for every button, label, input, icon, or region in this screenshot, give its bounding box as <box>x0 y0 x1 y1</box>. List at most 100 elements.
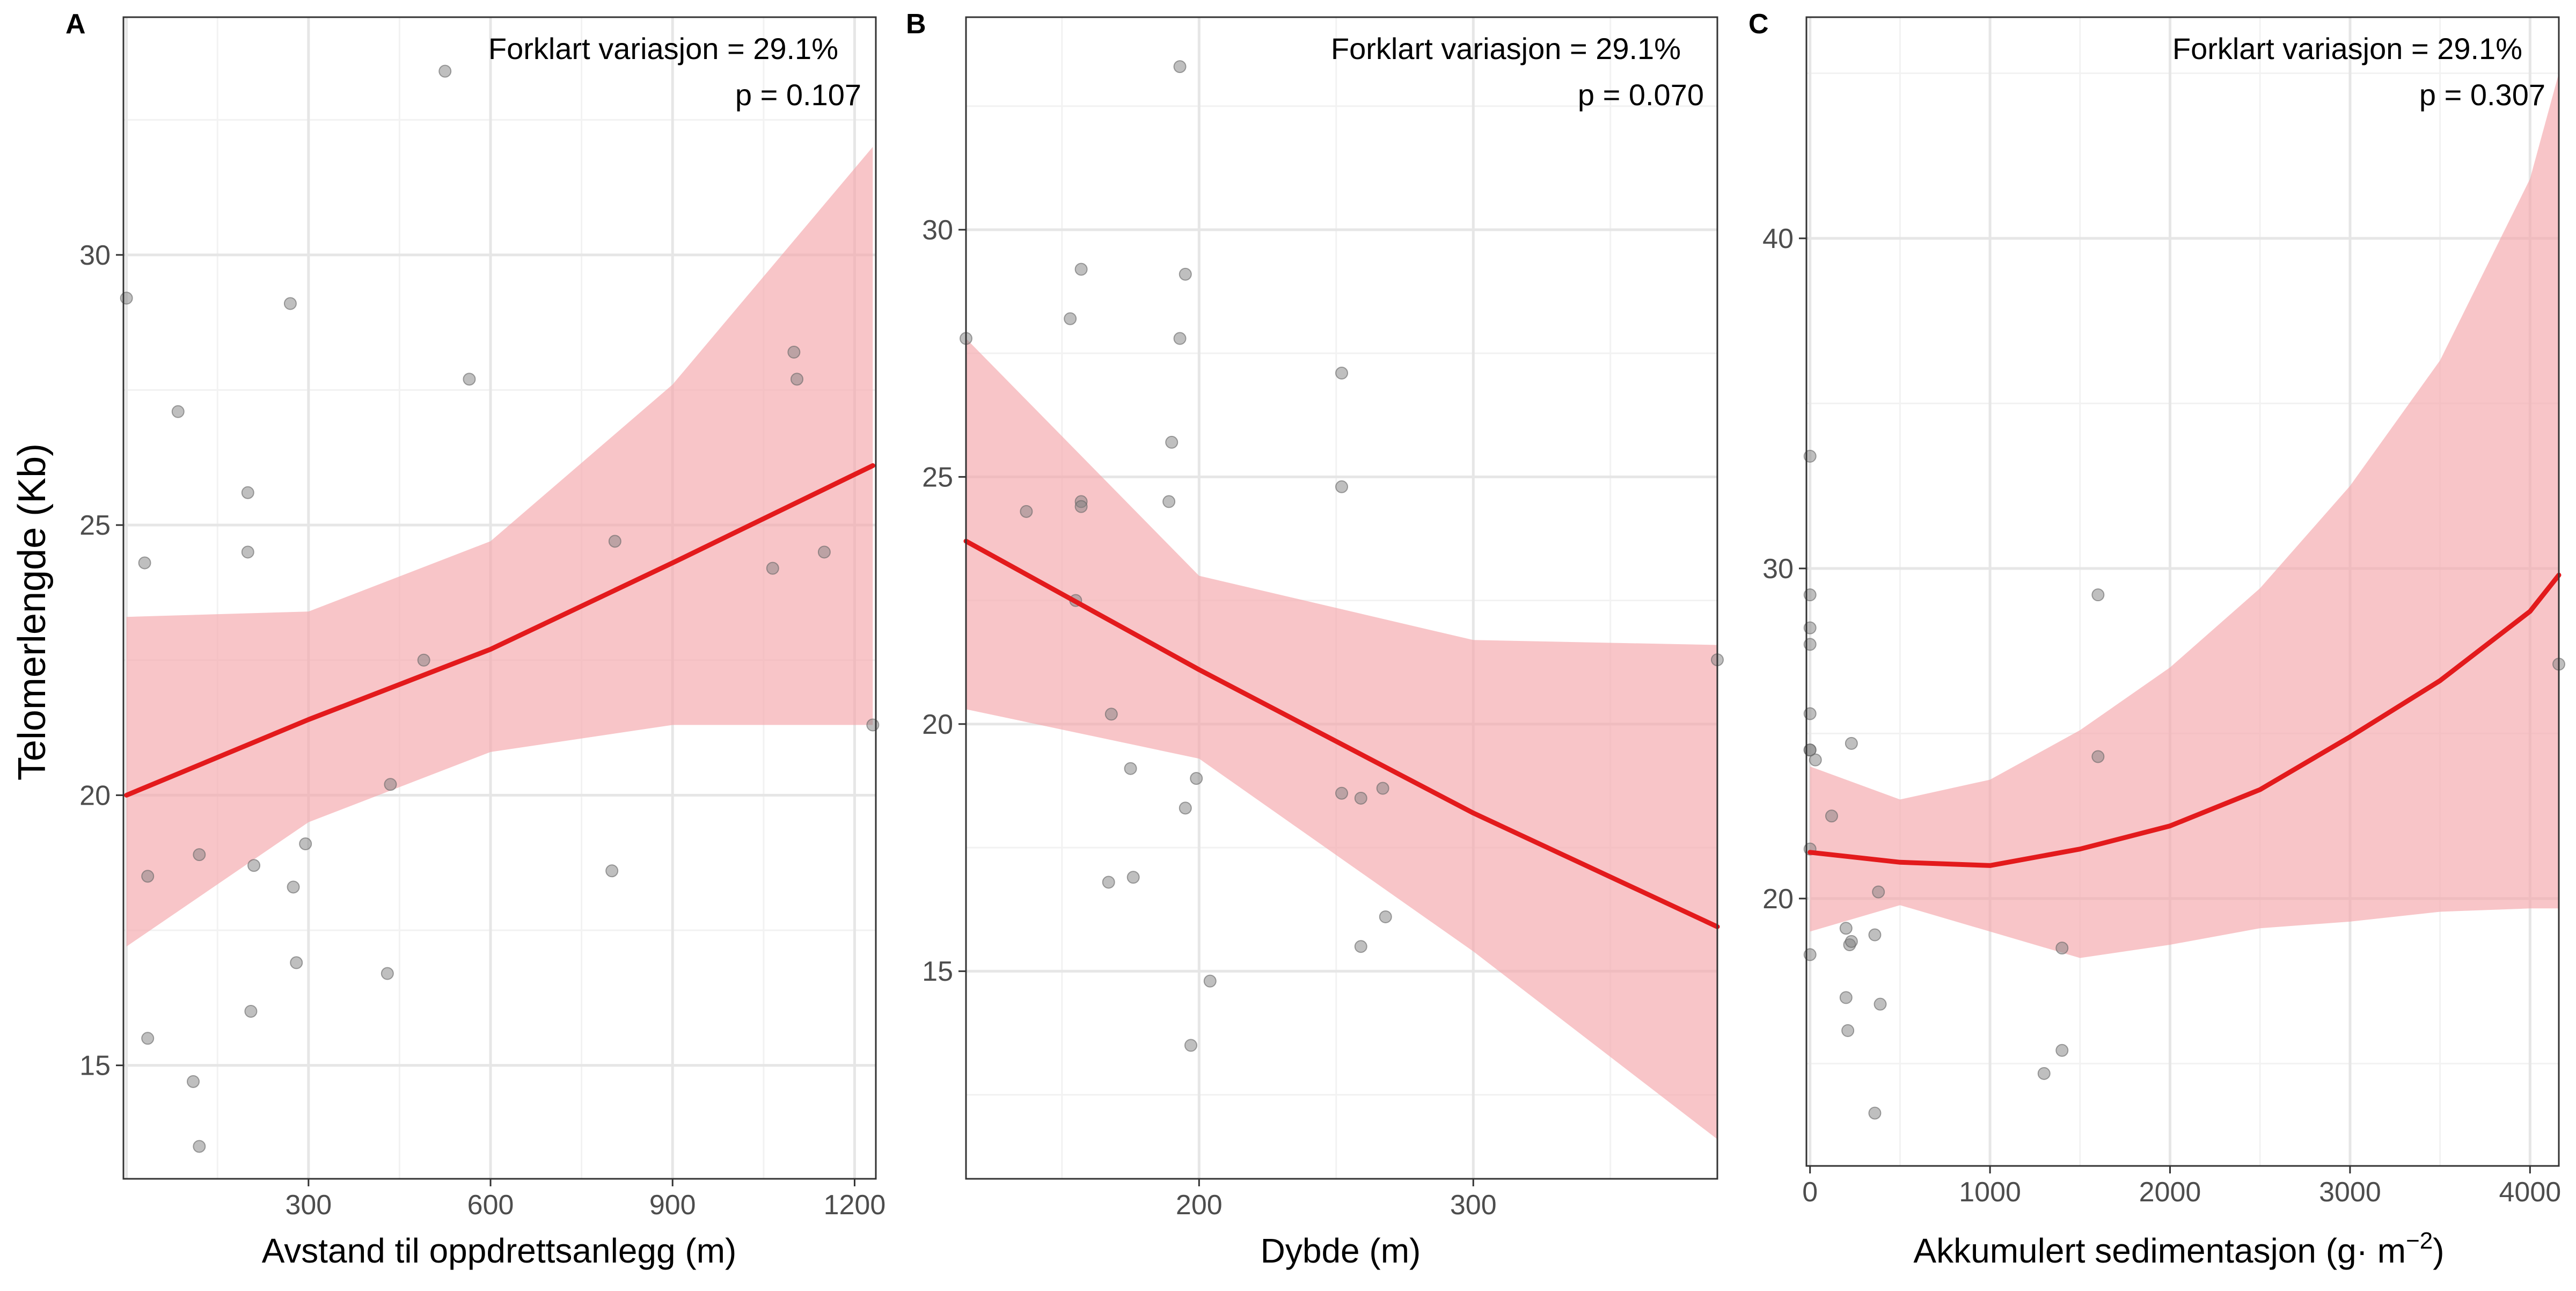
x-tick-label: 2000 <box>2139 1177 2201 1208</box>
x-axis-title: Akkumulert sedimentasjon (g· m−2) <box>1913 1228 2444 1270</box>
x-tick-label: 300 <box>1450 1190 1497 1221</box>
data-point <box>241 545 254 559</box>
data-point <box>1839 922 1853 935</box>
x-tick-label: 4000 <box>2499 1177 2561 1208</box>
data-point <box>1203 974 1217 988</box>
y-tick-label: 25 <box>922 462 953 493</box>
explained-variance-annotation: Forklart variasjon = 29.1% <box>2172 32 2522 65</box>
data-point <box>283 297 297 310</box>
data-point <box>2091 588 2105 602</box>
explained-variance-annotation: Forklart variasjon = 29.1% <box>488 32 838 65</box>
data-point <box>463 373 476 386</box>
data-point <box>1868 928 1882 942</box>
plot-area: 0 1000 2000 3000 4000 20 30 40 <box>1762 16 2565 1208</box>
data-point <box>608 535 621 548</box>
panel-c: C 0 1000 2000 3000 4000 20 30 40 Forklart varia… <box>1748 9 2565 1270</box>
data-point <box>171 405 185 418</box>
data-point <box>2055 1044 2069 1057</box>
data-point <box>417 653 430 667</box>
data-point <box>766 561 779 575</box>
y-tick-label: 30 <box>922 215 953 246</box>
x-axis-title: Avstand til oppdrettsanlegg (m) <box>262 1231 737 1270</box>
y-tick-label: 20 <box>79 780 111 811</box>
p-value-annotation: p = 0.070 <box>1578 78 1704 112</box>
x-tick-label: 900 <box>649 1190 696 1221</box>
y-tick-label: 30 <box>79 240 111 271</box>
data-point <box>1020 505 1033 518</box>
data-point <box>1190 772 1203 785</box>
panel-border <box>122 16 877 1180</box>
fit-line <box>963 538 1720 929</box>
plot-area: 200 300 15 20 25 30 <box>922 16 1724 1221</box>
x-tick-label: 600 <box>467 1190 514 1221</box>
data-point <box>1173 332 1187 345</box>
x-axis-title-text: Akkumulert sedimentasjon (g· m <box>1913 1231 2406 1270</box>
x-tick-label: 300 <box>285 1190 332 1221</box>
panel-b: B 200 300 15 20 25 30 Forklart variasjon = 29… <box>906 9 1724 1270</box>
data-point <box>1335 480 1348 493</box>
panel-border <box>965 16 1718 1180</box>
y-tick-label: 20 <box>1762 884 1794 915</box>
data-point <box>193 1140 206 1153</box>
x-axis-title-superscript: −2 <box>2406 1228 2433 1254</box>
data-point <box>1064 312 1077 325</box>
data-point <box>1074 262 1088 276</box>
data-point <box>605 864 619 878</box>
panel-border <box>1805 16 2560 1167</box>
data-point <box>1354 791 1367 805</box>
data-point <box>187 1075 200 1088</box>
p-value-annotation: p = 0.107 <box>735 78 861 112</box>
data-point <box>1173 60 1187 74</box>
data-point <box>817 545 831 559</box>
data-point <box>2037 1067 2051 1080</box>
data-point <box>241 486 254 499</box>
fit-line <box>124 463 875 798</box>
data-point <box>1179 801 1192 815</box>
x-axis-title: Dybde (m) <box>1261 1231 1421 1270</box>
data-point <box>290 956 303 969</box>
data-point <box>299 837 312 850</box>
panel-tag: C <box>1748 9 1769 40</box>
data-point <box>384 778 397 791</box>
y-tick-label: 15 <box>922 956 953 987</box>
data-point <box>2091 750 2105 763</box>
x-axis-title-suffix: ) <box>2433 1231 2444 1270</box>
data-point <box>120 291 133 305</box>
data-point <box>1335 367 1348 380</box>
data-point <box>1335 786 1348 800</box>
confidence-band <box>966 338 1717 1140</box>
data-point <box>138 556 151 570</box>
p-value-annotation: p = 0.307 <box>2419 78 2545 112</box>
data-point <box>1872 885 1885 899</box>
data-point <box>193 848 206 862</box>
data-point <box>1874 997 1887 1011</box>
y-tick-label: 25 <box>79 510 111 541</box>
data-point <box>787 346 801 359</box>
data-point <box>1825 809 1838 823</box>
data-point <box>1104 708 1118 721</box>
x-axis-title-text: Dybde (m) <box>1261 1231 1421 1270</box>
y-tick-label: 15 <box>79 1051 111 1082</box>
data-point <box>141 870 155 883</box>
data-point <box>244 1004 258 1018</box>
data-point <box>287 880 300 894</box>
data-point <box>438 64 452 78</box>
explained-variance-annotation: Forklart variasjon = 29.1% <box>1331 32 1681 65</box>
data-point <box>1179 267 1192 281</box>
data-point <box>247 859 261 872</box>
data-point <box>2055 942 2069 955</box>
data-point <box>1809 753 1822 767</box>
data-point <box>1845 736 1858 750</box>
confidence-band <box>1810 73 2559 958</box>
data-point <box>1184 1039 1197 1052</box>
plot-area: 300 600 900 1200 15 20 25 30 <box>79 16 885 1221</box>
data-point <box>1845 935 1858 948</box>
data-point <box>380 967 394 980</box>
data-point <box>1841 1024 1855 1037</box>
data-point <box>1124 762 1137 775</box>
data-point <box>1868 1106 1882 1120</box>
y-tick-label: 30 <box>1762 553 1794 585</box>
data-point <box>1839 991 1853 1004</box>
